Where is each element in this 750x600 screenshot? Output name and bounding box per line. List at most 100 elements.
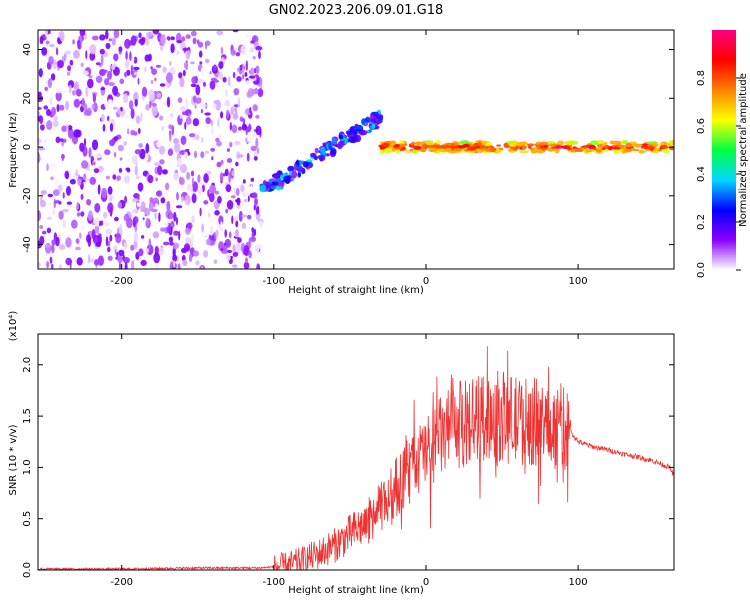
spectrogram-cell	[241, 222, 247, 230]
spectrogram-cell	[453, 147, 463, 152]
spectrogram-cell	[237, 154, 244, 158]
spectrogram-cell	[302, 161, 309, 168]
spectrogram-cell	[190, 30, 197, 37]
spectrogram-cell	[135, 43, 141, 47]
spectrogram-cell	[212, 103, 217, 109]
spectrogram-cell	[536, 141, 541, 145]
spectrogram-cell	[79, 142, 85, 152]
spectrogram-cell	[104, 149, 111, 156]
spectrogram-cell	[58, 210, 64, 220]
snr-series-line	[38, 346, 674, 570]
spectrogram-cell	[235, 220, 239, 228]
spectrogram-cell	[255, 46, 263, 51]
spectrogram-cell	[612, 149, 621, 154]
spectrogram-cell	[155, 190, 162, 197]
spectrogram-cell	[114, 216, 119, 222]
spectrogram-cell	[647, 141, 656, 144]
spectrogram-cell	[39, 36, 44, 45]
spectrogram-cell	[391, 140, 396, 146]
spectrogram-cell	[196, 97, 202, 104]
spectrogram-cell	[611, 140, 622, 146]
spectrogram-cell	[73, 50, 80, 59]
spectrogram-cell	[519, 150, 529, 154]
spectrogram-cell	[146, 217, 150, 226]
spectrogram-cell	[205, 124, 212, 129]
spectrogram-cell	[162, 169, 168, 175]
spectrogram-cell	[80, 193, 84, 200]
spectrogram-cell	[123, 175, 131, 184]
spectrogram-cell	[101, 187, 108, 199]
spectrogram-y-label: Frequency (Hz)	[8, 112, 19, 188]
spectrogram-cell	[125, 50, 128, 61]
spectrogram-cell	[53, 115, 58, 121]
spectrogram-cell	[134, 165, 138, 176]
spectrogram-cell	[206, 170, 212, 175]
spectrogram-cell	[118, 46, 123, 53]
spectrogram-cell	[44, 244, 51, 248]
spectrogram-cell	[176, 50, 179, 56]
spectrogram-cell	[188, 253, 193, 263]
spectrogram-cell	[118, 262, 122, 269]
spectrogram-cell	[359, 131, 366, 136]
spectrogram-cell	[249, 67, 255, 76]
spectrogram-cell	[547, 148, 555, 152]
spectrogram-cell	[406, 149, 411, 154]
spectrogram-cell	[117, 144, 124, 152]
spectrogram-cell	[228, 76, 231, 87]
spectrogram-cell	[147, 174, 154, 184]
spectrogram-cell	[112, 245, 118, 250]
spectrogram-cell	[200, 151, 205, 159]
spectrogram-cell	[88, 253, 91, 264]
snr-x-label: Height of straight line (km)	[288, 585, 424, 596]
spectrogram-x-tick-label: -100	[262, 276, 285, 287]
spectrogram-cell	[634, 143, 643, 148]
spectrogram-cell	[199, 61, 203, 65]
spectrogram-cell	[79, 232, 82, 239]
spectrogram-y-tick-label: 0	[22, 144, 33, 150]
spectrogram-cell	[190, 83, 197, 88]
spectrogram-cell	[67, 128, 74, 139]
spectrogram-cell	[236, 204, 241, 209]
spectrogram-cell	[668, 140, 673, 145]
spectrogram-cell	[119, 78, 125, 85]
spectrogram-cell	[216, 161, 222, 168]
spectrogram-cell	[203, 249, 209, 258]
spectrogram-cell	[47, 78, 53, 89]
spectrogram-cell	[176, 255, 180, 263]
spectrogram-cell	[145, 97, 148, 107]
spectrogram-cell	[183, 61, 189, 69]
spectrogram-cell	[144, 35, 150, 47]
snr-y-tick-label: 2.0	[22, 357, 33, 373]
spectrogram-cell	[626, 144, 635, 148]
spectrogram-cell	[251, 227, 254, 233]
spectrogram-cell	[89, 176, 96, 185]
spectrogram-cell	[414, 141, 424, 146]
spectrogram-cell	[52, 120, 59, 128]
spectrogram-cell	[250, 236, 256, 242]
spectrogram-cell	[195, 84, 201, 96]
spectrogram-cell	[223, 140, 228, 146]
spectrogram-cell	[224, 229, 227, 238]
spectrogram-cell	[124, 195, 128, 204]
spectrogram-cell	[73, 82, 78, 90]
spectrogram-cell	[44, 57, 49, 64]
spectrogram-cell	[245, 32, 250, 39]
spectrogram-cell	[608, 146, 613, 151]
snr-x-tick-label: 100	[569, 577, 588, 588]
spectrogram-cell	[167, 165, 171, 173]
spectrogram-cell	[49, 256, 53, 264]
spectrogram-cell	[541, 146, 548, 151]
spectrogram-cell	[191, 76, 197, 85]
spectrogram-cell	[510, 142, 518, 148]
spectrogram-cell	[86, 234, 91, 243]
spectrogram-cell	[54, 200, 61, 204]
spectrogram-cell	[57, 60, 64, 69]
spectrogram-cell	[233, 88, 240, 96]
spectrogram-cell	[148, 89, 155, 101]
spectrogram-cell	[40, 124, 45, 131]
spectrogram-cell	[232, 264, 238, 268]
spectrogram-cell	[306, 159, 313, 163]
spectrogram-cell	[65, 100, 69, 111]
spectrogram-cell	[504, 144, 511, 149]
spectrogram-cell	[123, 93, 129, 104]
